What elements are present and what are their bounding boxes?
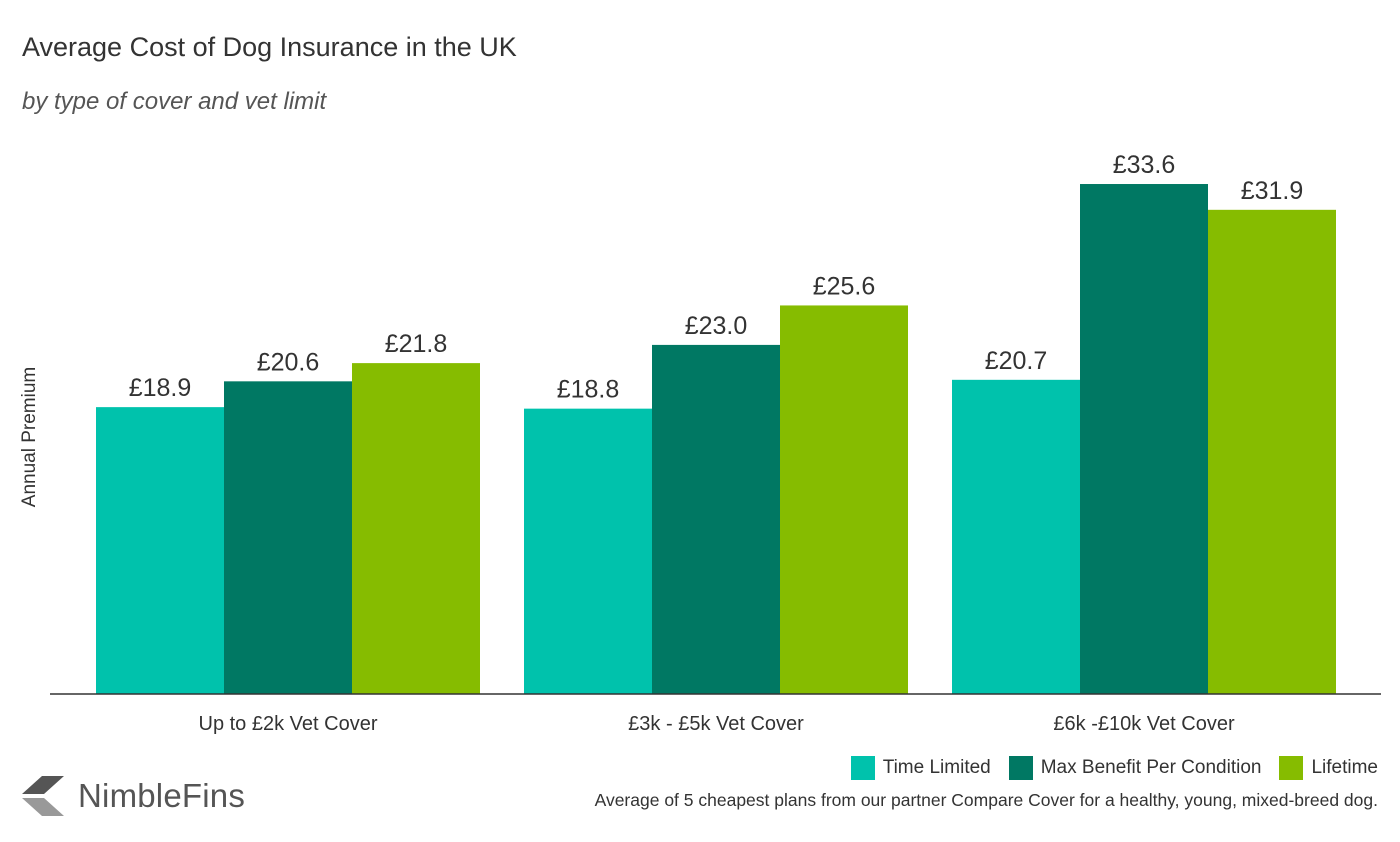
data-label-0-2: £21.8 <box>385 330 448 358</box>
bar-0-1 <box>224 381 352 694</box>
brand-logo: NimbleFins <box>22 776 245 816</box>
brand-name: NimbleFins <box>78 777 246 814</box>
legend-item-max-benefit: Max Benefit Per Condition <box>1008 756 1262 780</box>
legend-label-time-limited: Time Limited <box>882 757 991 778</box>
chart-subtitle: by type of cover and vet limit <box>22 88 327 115</box>
legend-label-lifetime: Lifetime <box>1311 757 1378 778</box>
data-label-1-1: £23.0 <box>685 312 748 340</box>
data-label-0-0: £18.9 <box>129 374 192 402</box>
x-tick-label-2: £6k -£10k Vet Cover <box>1053 713 1235 735</box>
legend-swatch-time-limited <box>850 756 875 780</box>
x-tick-label-0: Up to £2k Vet Cover <box>199 713 378 735</box>
bar-1-2 <box>780 305 908 694</box>
data-label-1-0: £18.8 <box>557 376 620 404</box>
data-label-0-1: £20.6 <box>257 348 320 376</box>
bar-0-0 <box>96 407 224 694</box>
chart-title: Average Cost of Dog Insurance in the UK <box>22 32 517 62</box>
data-label-2-1: £33.6 <box>1113 151 1176 179</box>
x-tick-label-1: £3k - £5k Vet Cover <box>628 713 804 735</box>
legend-item-lifetime: Lifetime <box>1279 756 1378 780</box>
legend-label-max-benefit: Max Benefit Per Condition <box>1040 757 1262 778</box>
chevron-logo-icon <box>22 776 64 816</box>
data-label-1-2: £25.6 <box>813 272 876 300</box>
data-label-2-0: £20.7 <box>985 347 1048 375</box>
bar-2-1 <box>1080 184 1208 695</box>
bar-0-2 <box>352 363 480 694</box>
legend-swatch-lifetime <box>1279 756 1304 780</box>
legend: Time Limited Max Benefit Per Condition L… <box>833 756 1378 780</box>
bar-2-0 <box>952 379 1080 694</box>
bar-1-1 <box>652 344 780 694</box>
data-label-2-2: £31.9 <box>1241 177 1304 205</box>
source-note: Average of 5 cheapest plans from our par… <box>594 790 1378 810</box>
legend-item-time-limited: Time Limited <box>850 756 991 780</box>
legend-swatch-max-benefit <box>1008 756 1033 780</box>
bar-2-2 <box>1208 209 1336 694</box>
bar-1-0 <box>524 408 652 694</box>
